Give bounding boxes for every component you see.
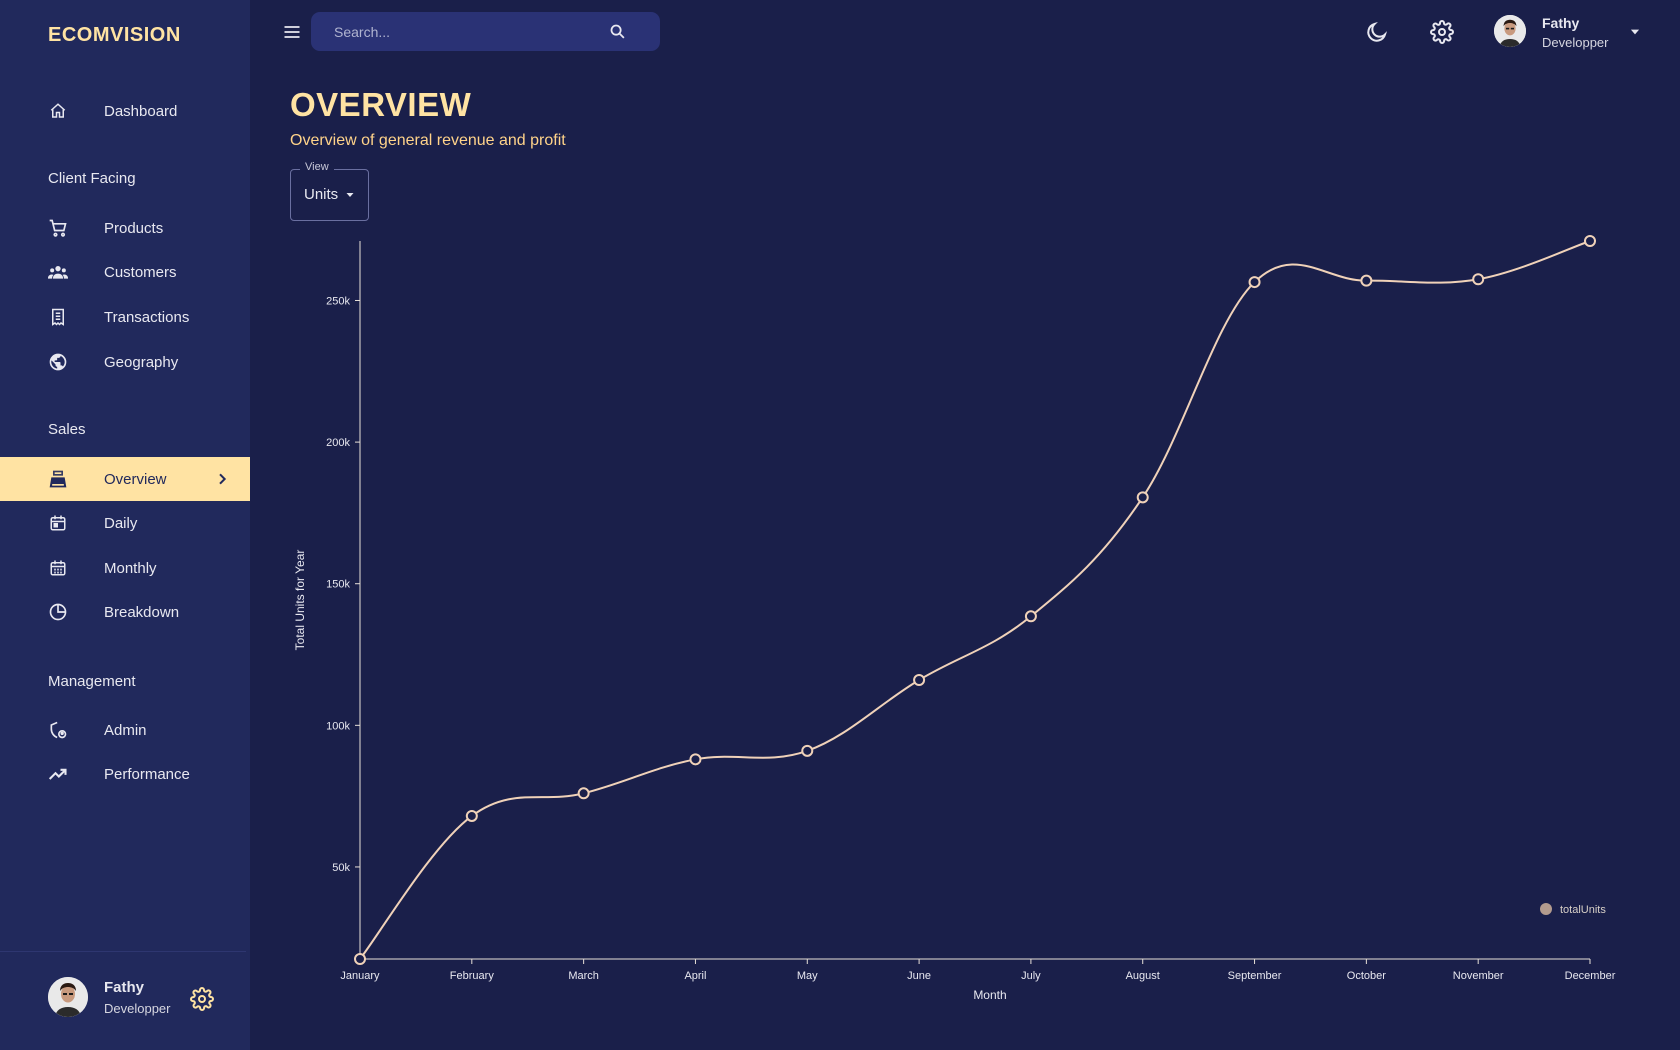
sidebar-divider [0,951,246,952]
sidebar-item-label: Performance [104,765,190,783]
legend-swatch [1540,903,1552,915]
x-tick-label: May [797,970,818,982]
data-point [1360,274,1373,287]
sidebar-item-label: Breakdown [104,603,180,621]
calendar-month-icon [48,558,68,578]
home-icon [48,101,68,121]
sidebar: ECOMVISION Dashboard Client Facing Produ… [0,0,250,1050]
sidebar-item-label: Customers [104,263,177,281]
sidebar-user: Fathy Developper [48,977,228,1019]
x-tick-label: April [684,970,706,982]
y-tick-label: 100k [326,720,350,732]
sidebar-item-label: Products [104,219,164,237]
sidebar-user-role: Developper [104,1001,171,1016]
search-bar [311,12,660,51]
y-tick-label: 50k [332,862,350,874]
globe-icon [48,352,68,372]
caret-down-icon [1628,25,1642,44]
sidebar-item-customers[interactable]: Customers [0,250,250,294]
sidebar-item-label: Transactions [104,308,190,326]
menu-icon[interactable] [282,22,302,47]
legend-label: totalUnits [1560,904,1606,916]
data-point [354,953,366,965]
data-point [577,787,590,800]
x-axis-label: Month [973,988,1006,1002]
x-tick-label: December [1565,970,1616,982]
admin-shield-icon [48,720,68,740]
calendar-today-icon [48,513,68,533]
x-tick-label: November [1453,970,1504,982]
group-icon [48,262,68,282]
sidebar-item-label: Daily [104,514,138,532]
search-input[interactable] [334,12,604,51]
view-select[interactable]: View Units [290,161,369,221]
settings-icon[interactable] [1430,20,1454,49]
chevron-right-icon [214,471,230,487]
pie-chart-icon [48,602,68,622]
sidebar-item-label: Overview [104,470,167,488]
cart-icon [48,218,68,238]
sidebar-item-label: Dashboard [104,102,178,120]
sidebar-item-label: Monthly [104,559,157,577]
sidebar-item-dashboard[interactable]: Dashboard [0,89,250,133]
section-client-facing: Client Facing [48,170,136,187]
sidebar-item-label: Admin [104,721,147,739]
y-tick-label: 200k [326,437,350,449]
data-point [689,753,702,766]
section-management: Management [48,673,136,690]
gear-icon[interactable] [190,987,214,1016]
sidebar-item-label: Geography [104,353,179,371]
sidebar-item-admin[interactable]: Admin [0,708,250,752]
search-icon[interactable] [609,23,626,45]
x-tick-label: March [568,970,599,982]
dark-mode-icon[interactable] [1365,20,1389,49]
avatar [1494,15,1526,47]
series-line-totalUnits [359,240,1591,960]
data-point [1024,610,1037,623]
x-tick-label: September [1228,970,1282,982]
data-point [1584,235,1596,247]
user-menu[interactable]: Fathy Developper [1494,15,1644,50]
point-of-sale-icon [48,469,68,489]
sidebar-item-breakdown[interactable]: Breakdown [0,590,250,634]
sidebar-item-products[interactable]: Products [0,206,250,250]
view-select-value: Units [304,186,339,203]
data-point [1472,273,1485,286]
x-tick-label: July [1021,970,1041,982]
y-axis-label: Total Units for Year [293,550,307,651]
sidebar-user-name: Fathy [104,979,145,996]
avatar [48,977,88,1017]
view-select-label: View [300,161,334,173]
sidebar-item-geography[interactable]: Geography [0,340,250,384]
data-point [1248,276,1261,289]
y-tick-label: 250k [326,295,350,307]
section-sales: Sales [48,421,86,438]
brand-logo[interactable]: ECOMVISION [48,24,181,46]
sidebar-item-transactions[interactable]: Transactions [0,295,250,339]
page-subtitle: Overview of general revenue and profit [290,132,566,149]
sidebar-item-performance[interactable]: Performance [0,752,250,796]
x-tick-label: January [340,970,380,982]
x-tick-label: October [1347,970,1386,982]
trending-up-icon [48,764,68,784]
x-tick-label: February [450,970,495,982]
sidebar-item-overview[interactable]: Overview [0,457,250,501]
y-tick-label: 150k [326,579,350,591]
sidebar-item-monthly[interactable]: Monthly [0,546,250,590]
top-user-role: Developper [1542,35,1609,50]
data-point [801,744,814,757]
data-point [465,809,478,822]
top-user-name: Fathy [1542,15,1580,31]
receipt-icon [48,307,68,327]
sidebar-item-daily[interactable]: Daily [0,501,250,545]
data-point [1136,491,1149,504]
page-title: OVERVIEW [290,86,472,123]
data-point [913,674,926,687]
x-tick-label: August [1126,970,1160,982]
caret-down-icon [344,188,356,206]
x-tick-label: June [907,970,931,982]
